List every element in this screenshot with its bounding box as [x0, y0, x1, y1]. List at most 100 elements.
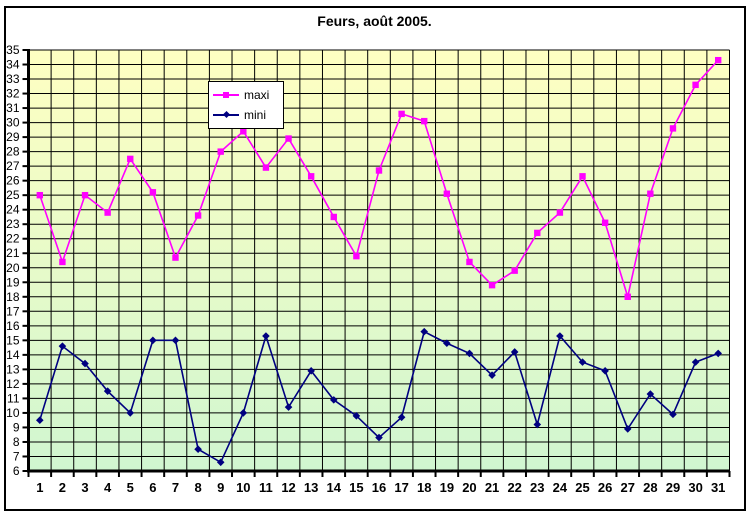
data-point-mini: [329, 396, 338, 404]
x-tick-label: 26: [598, 480, 612, 495]
data-point-mini: [601, 367, 609, 375]
data-point-mini: [375, 433, 383, 442]
x-tick-label: 2: [59, 480, 66, 495]
x-tick-label: 17: [394, 480, 408, 495]
x-tick-label: 4: [104, 480, 112, 495]
data-point-mini: [465, 349, 474, 358]
x-tick-label: 6: [149, 480, 156, 495]
legend-label-maxi: maxi: [244, 88, 270, 103]
y-tick-label: 8: [13, 435, 20, 449]
data-point-mini: [36, 416, 44, 424]
data-point-maxi: [375, 167, 383, 174]
data-point-maxi: [466, 258, 473, 266]
data-point-maxi: [647, 190, 654, 197]
y-tick-label: 29: [6, 130, 20, 144]
x-tick-label: 8: [194, 480, 201, 495]
data-point-maxi: [692, 81, 699, 89]
x-tick-label: 28: [643, 480, 657, 495]
y-tick-label: 25: [6, 188, 20, 202]
data-point-mini: [510, 348, 519, 356]
data-point-mini: [126, 409, 135, 417]
data-point-mini: [623, 425, 632, 433]
data-point-maxi: [624, 293, 631, 300]
y-tick-label: 24: [6, 203, 20, 217]
data-point-mini: [533, 420, 542, 429]
data-point-mini: [352, 412, 361, 420]
x-tick-label: 25: [575, 480, 589, 495]
data-point-mini: [194, 445, 202, 454]
y-tick-label: 30: [6, 116, 20, 130]
x-tick-label: 20: [462, 480, 476, 495]
square-marker-icon: [223, 92, 229, 99]
data-point-maxi: [59, 258, 66, 266]
x-tick-label: 18: [417, 480, 431, 495]
data-point-mini: [307, 367, 315, 375]
data-point-mini: [646, 390, 655, 398]
data-point-maxi: [330, 213, 337, 221]
y-tick-label: 34: [6, 58, 20, 72]
diamond-marker-icon: [222, 111, 230, 119]
data-point-maxi: [556, 209, 564, 216]
plot-background: [28, 50, 730, 471]
data-point-mini: [420, 327, 429, 336]
y-tick-label: 9: [13, 420, 20, 434]
y-tick-label: 13: [6, 362, 20, 376]
y-tick-label: 14: [6, 348, 20, 362]
data-point-maxi: [240, 128, 247, 135]
data-point-maxi: [149, 189, 157, 196]
data-point-maxi: [127, 155, 134, 163]
data-point-maxi: [421, 117, 428, 125]
data-point-maxi: [601, 219, 609, 226]
y-tick-label: 15: [6, 333, 20, 347]
y-tick-label: 11: [7, 391, 20, 405]
y-tick-label: 22: [6, 232, 20, 246]
data-point-maxi: [172, 254, 179, 261]
data-point-mini: [714, 349, 722, 358]
y-tick-label: 16: [6, 319, 20, 333]
data-point-maxi: [669, 125, 677, 132]
x-tick-label: 30: [688, 480, 702, 495]
data-point-maxi: [511, 267, 518, 274]
data-point-maxi: [443, 190, 451, 197]
data-point-mini: [149, 336, 157, 345]
x-tick-label: 7: [172, 480, 179, 495]
data-point-maxi: [285, 135, 292, 142]
y-tick-label: 21: [6, 246, 20, 260]
x-tick-label: 1: [36, 480, 43, 495]
x-tick-label: 9: [217, 480, 224, 495]
data-point-maxi: [307, 173, 315, 180]
y-tick-label: 28: [6, 145, 20, 159]
data-point-maxi: [36, 191, 44, 199]
y-tick-label: 31: [6, 101, 20, 115]
x-tick-label: 11: [259, 480, 273, 495]
x-tick-label: 29: [666, 480, 680, 495]
legend-item-mini: mini: [213, 107, 279, 123]
data-point-maxi: [534, 229, 541, 237]
y-tick-label: 27: [6, 159, 20, 173]
data-point-mini: [171, 336, 180, 345]
data-point-mini: [669, 410, 677, 419]
data-point-maxi: [488, 281, 496, 289]
x-tick-label: 14: [327, 480, 342, 495]
data-point-maxi: [217, 148, 224, 155]
data-point-maxi: [353, 252, 360, 260]
x-tick-label: 21: [485, 480, 499, 495]
data-point-mini: [443, 339, 451, 348]
y-tick-label: 26: [6, 174, 20, 188]
x-tick-label: 16: [372, 480, 386, 495]
x-tick-label: 19: [440, 480, 454, 495]
x-tick-label: 27: [621, 480, 635, 495]
data-point-mini: [239, 409, 248, 417]
y-tick-label: 6: [13, 464, 20, 478]
data-point-maxi: [262, 164, 270, 171]
data-point-mini: [58, 342, 67, 350]
x-tick-label: 5: [127, 480, 134, 495]
data-point-mini: [81, 359, 89, 368]
y-tick-label: 23: [6, 217, 20, 231]
data-point-mini: [488, 371, 496, 379]
data-point-mini: [397, 413, 406, 422]
data-point-maxi: [104, 209, 111, 216]
x-tick-label: 31: [711, 480, 725, 495]
